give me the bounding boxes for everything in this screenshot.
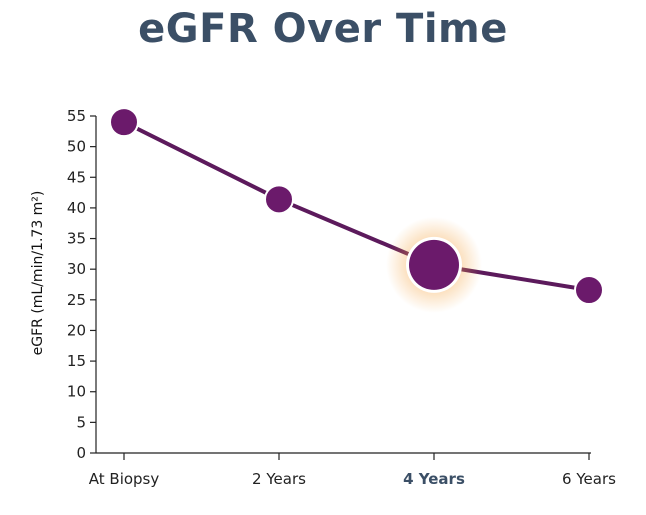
data-point-2 (264, 184, 294, 215)
chart-title: eGFR Over Time (138, 6, 508, 52)
y-axis-ticks: 0 5 10 15 20 25 30 35 40 45 50 55 (67, 107, 96, 462)
y-axis-label: eGFR (mL/min/1.73 m²) (30, 191, 46, 356)
y-tick-label: 35 (67, 230, 86, 248)
y-tick-label: 30 (67, 260, 86, 278)
y-tick-label: 10 (67, 383, 86, 401)
x-tick-label: 2 Years (252, 470, 306, 488)
chart-axes (95, 116, 591, 454)
x-tick-label: 6 Years (562, 470, 616, 488)
x-axis-ticks: At Biopsy 2 Years 4 Years 6 Years (89, 453, 616, 488)
y-tick-label: 25 (67, 291, 86, 309)
y-tick-label: 50 (67, 138, 86, 156)
y-tick-label: 20 (67, 321, 86, 339)
data-points (109, 107, 604, 313)
x-tick-label: At Biopsy (89, 470, 160, 488)
egfr-series-line (122, 120, 591, 293)
y-tick-label: 5 (76, 413, 86, 431)
data-point-1 (109, 107, 139, 138)
y-tick-label: 0 (76, 444, 86, 462)
data-point-3 (409, 239, 459, 290)
x-tick-label: 4 Years (403, 470, 465, 488)
series-line (122, 120, 591, 293)
data-point-4 (574, 275, 604, 306)
y-tick-label: 15 (67, 352, 86, 370)
y-tick-label: 40 (67, 199, 86, 217)
y-tick-label: 45 (67, 168, 86, 186)
y-tick-label: 55 (67, 107, 86, 125)
